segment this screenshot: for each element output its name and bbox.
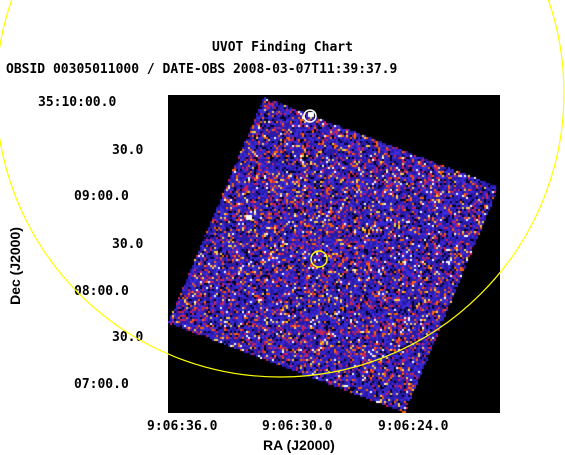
y-tick-label: 08:00.0 xyxy=(74,284,129,299)
y-tick-label: 35:10:00.0 xyxy=(38,95,117,110)
image-panel xyxy=(168,95,500,413)
y-tick-label: 30.0 xyxy=(112,237,144,252)
x-tick-label: 9:06:30.0 xyxy=(262,419,333,434)
x-tick-label: 9:06:36.0 xyxy=(147,419,218,434)
chart-subtitle: OBSID 00305011000 / DATE-OBS 2008-03-07T… xyxy=(6,62,398,77)
y-tick-label: 30.0 xyxy=(112,330,144,345)
x-tick-label: 9:06:24.0 xyxy=(378,419,449,434)
y-tick-label: 07:00.0 xyxy=(74,377,129,392)
y-axis-label: Dec (J2000) xyxy=(7,227,23,305)
x-axis-label: RA (J2000) xyxy=(263,437,335,453)
y-tick-label: 09:00.0 xyxy=(74,189,129,204)
sky-image xyxy=(168,95,500,413)
y-tick-label: 30.0 xyxy=(112,143,144,158)
chart-title: UVOT Finding Chart xyxy=(212,40,353,55)
